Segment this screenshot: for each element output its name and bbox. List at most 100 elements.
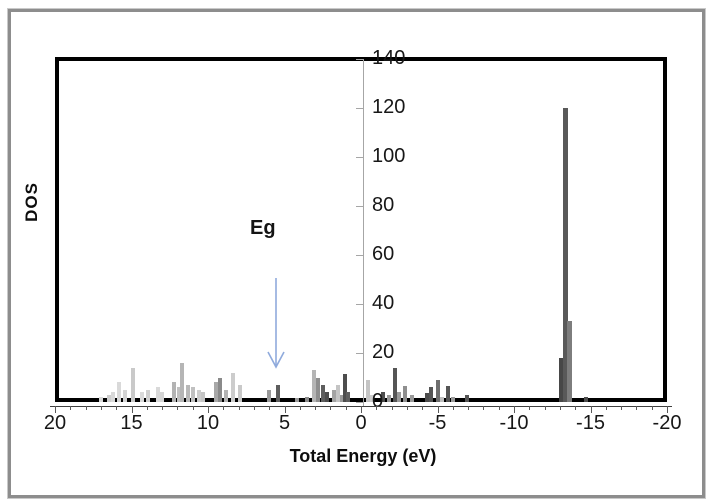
x-minor-tick: [529, 406, 531, 410]
dos-bar: [311, 370, 316, 402]
y-tick: [356, 255, 364, 256]
x-minor-tick: [498, 406, 500, 410]
x-minor-tick: [315, 406, 317, 410]
x-minor-tick: [100, 406, 102, 410]
x-minor-tick: [116, 406, 118, 410]
x-major-tick: [284, 406, 286, 413]
x-minor-tick: [544, 406, 546, 410]
x-minor-tick: [85, 406, 87, 410]
y-tick: [356, 353, 364, 354]
dos-bar: [346, 392, 350, 402]
dos-bar: [146, 389, 151, 402]
x-tick-label: -20: [652, 412, 682, 434]
dos-bar: [558, 357, 564, 402]
dos-bar: [123, 389, 128, 402]
dos-bar: [386, 394, 391, 402]
dos-bar: [218, 377, 223, 402]
band-gap-arrow-icon: [267, 278, 285, 369]
dos-bar: [320, 384, 325, 402]
y-tick-label: 80: [372, 194, 395, 216]
dos-bar: [111, 392, 116, 402]
y-tick-label: 140: [372, 47, 406, 69]
dos-bar: [429, 387, 434, 402]
y-tick: [356, 402, 364, 403]
dos-bar: [186, 384, 191, 402]
y-tick: [356, 206, 364, 207]
dos-bar: [562, 108, 568, 402]
y-tick: [356, 108, 364, 109]
dos-bar: [446, 386, 451, 402]
dos-bar: [201, 392, 206, 402]
x-minor-tick: [146, 406, 148, 410]
dos-bar: [440, 397, 445, 402]
y-tick-label: 100: [372, 145, 406, 167]
x-major-tick: [361, 406, 362, 413]
x-tick-label: 20: [43, 412, 67, 434]
x-axis-title: Total Energy (eV): [289, 446, 437, 466]
x-minor-tick: [559, 406, 561, 410]
dos-bar: [180, 362, 184, 402]
x-minor-tick: [391, 406, 393, 410]
dos-bar: [230, 372, 235, 402]
dos-bar: [392, 367, 397, 402]
dos-bar: [381, 392, 386, 402]
x-major-tick: [55, 406, 56, 413]
dos-bar: [294, 398, 299, 402]
dos-bar: [424, 393, 429, 402]
dos-bar: [369, 394, 374, 402]
x-major-tick: [514, 406, 515, 413]
bars-layer: [55, 59, 667, 402]
dos-bar: [325, 392, 330, 402]
dos-bar: [339, 394, 344, 402]
x-minor-tick: [605, 406, 607, 410]
dos-bar: [331, 389, 336, 402]
x-tick-label: -15: [576, 412, 605, 434]
x-tick-label: -10: [499, 412, 529, 434]
dos-bar: [365, 380, 370, 402]
x-minor-tick: [330, 406, 332, 410]
y-tick: [356, 304, 364, 305]
y-tick-label: 20: [372, 341, 395, 363]
x-minor-tick: [621, 406, 623, 410]
x-minor-tick: [223, 406, 225, 410]
y-tick-label: 0: [372, 390, 384, 412]
dos-bar: [316, 377, 321, 402]
x-minor-tick: [269, 406, 271, 410]
x-major-tick: [437, 406, 439, 413]
dos-bar: [172, 382, 177, 402]
dos-bar: [583, 397, 588, 402]
dos-bar: [276, 384, 281, 402]
y-tick-label: 60: [372, 243, 395, 265]
x-minor-tick: [345, 406, 347, 410]
y-axis-title: DOS: [22, 182, 41, 222]
x-minor-tick: [636, 406, 638, 410]
x-minor-tick: [162, 406, 164, 410]
x-tick-label: 10: [196, 412, 220, 434]
x-major-tick: [131, 406, 133, 413]
dos-bar: [213, 382, 218, 402]
x-minor-tick: [238, 406, 240, 410]
band-gap-annotation-label: Eg: [250, 217, 276, 239]
dos-bar: [267, 389, 272, 402]
x-minor-tick: [299, 406, 301, 410]
x-minor-tick: [452, 406, 454, 410]
x-tick-label: 0: [355, 412, 367, 434]
dos-bar: [131, 367, 135, 402]
x-minor-tick: [192, 406, 194, 410]
dos-bar: [176, 387, 181, 402]
dos-bar: [196, 389, 201, 402]
dos-bar: [117, 382, 122, 402]
y-tick-label: 40: [372, 292, 395, 314]
dos-bar: [155, 387, 160, 402]
dos-bar: [435, 380, 440, 402]
y-axis-line: [363, 59, 364, 406]
x-minor-tick: [406, 406, 408, 410]
x-minor-tick: [422, 406, 424, 410]
x-tick-label: -5: [428, 412, 447, 434]
x-minor-tick: [376, 406, 378, 410]
dos-bar: [190, 387, 195, 402]
x-tick-label: 5: [278, 412, 291, 434]
dos-bar: [409, 394, 414, 402]
dos-bar: [397, 392, 402, 402]
x-major-tick: [208, 406, 209, 413]
